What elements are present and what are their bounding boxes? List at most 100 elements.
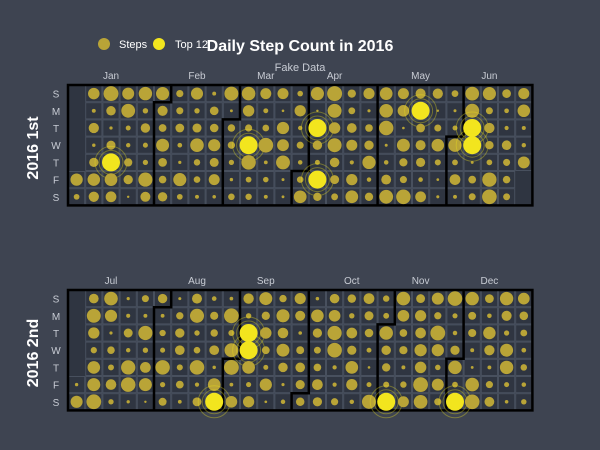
step-dot — [418, 177, 423, 182]
step-dot — [346, 139, 358, 151]
step-dot — [465, 103, 480, 118]
step-dot — [245, 176, 252, 183]
legend-top-label: Top 12 — [175, 39, 208, 51]
step-dot — [397, 105, 410, 117]
month-boundary — [152, 290, 173, 411]
step-dot — [209, 123, 219, 133]
step-dot — [228, 329, 235, 337]
day-label: S — [53, 398, 60, 409]
step-dot — [223, 359, 239, 375]
step-dot — [399, 329, 408, 337]
step-dot — [382, 295, 390, 302]
step-dot — [193, 176, 201, 183]
step-dot — [296, 176, 304, 183]
step-dot — [277, 139, 289, 152]
step-dot — [192, 123, 202, 133]
day-label: W — [51, 141, 61, 152]
step-dot — [242, 105, 255, 117]
step-dot — [138, 325, 153, 341]
step-dot — [123, 328, 133, 338]
top-day-dot — [308, 170, 327, 189]
step-dot — [382, 363, 391, 372]
step-dot — [109, 126, 113, 130]
step-dot — [277, 88, 289, 100]
step-dot — [246, 382, 252, 388]
step-dot — [175, 123, 185, 133]
step-dot — [447, 291, 463, 306]
step-dot — [396, 291, 411, 306]
chart-subtitle: Fake Data — [275, 62, 327, 74]
step-dot — [177, 399, 182, 404]
step-dot — [503, 330, 510, 336]
step-dot — [126, 348, 131, 353]
month-label: Jun — [481, 71, 497, 82]
step-dot — [504, 400, 509, 404]
step-dot — [397, 396, 409, 408]
day-label: S — [53, 295, 60, 306]
step-dot — [366, 177, 372, 182]
step-dot — [448, 138, 462, 152]
step-dot — [296, 141, 304, 149]
month-label: Sep — [257, 276, 275, 287]
step-dot — [431, 292, 444, 305]
step-dot — [413, 394, 428, 409]
month-label: Mar — [257, 71, 275, 82]
step-dot — [453, 194, 457, 199]
legend-top-marker — [153, 38, 165, 50]
step-dot — [485, 107, 493, 115]
step-dot — [465, 86, 480, 101]
step-dot — [434, 124, 442, 132]
top-day-dot — [239, 341, 258, 360]
step-dot — [378, 120, 394, 136]
month-label: Jan — [103, 71, 119, 82]
step-dot — [106, 140, 116, 150]
step-dot — [312, 397, 323, 407]
step-dot — [228, 159, 235, 166]
step-dot — [177, 142, 183, 148]
step-dot — [295, 397, 305, 407]
step-dot — [159, 381, 166, 388]
step-dot — [106, 106, 116, 116]
step-dot — [415, 327, 426, 339]
step-dot — [125, 125, 131, 131]
step-dot — [281, 178, 285, 182]
step-dot — [414, 361, 427, 374]
legend: Steps Top 12 — [98, 38, 208, 51]
step-dot — [138, 172, 153, 187]
step-dot — [174, 345, 185, 356]
step-dot — [103, 86, 119, 102]
step-dot — [500, 343, 514, 357]
step-dot — [121, 103, 136, 118]
step-dot — [415, 191, 426, 203]
step-dot — [192, 397, 202, 407]
month-label: Dec — [481, 276, 499, 287]
step-dot — [436, 195, 440, 199]
step-dot — [328, 122, 341, 134]
day-label: T — [53, 158, 59, 169]
step-dot — [120, 377, 136, 392]
step-dot — [276, 121, 290, 135]
step-dot — [157, 105, 168, 116]
step-dot — [452, 313, 458, 319]
step-dot — [396, 189, 411, 205]
step-dot — [158, 175, 167, 184]
step-dot — [327, 103, 342, 118]
step-dot — [158, 397, 167, 406]
step-dot — [400, 381, 407, 388]
day-label: S — [53, 90, 60, 101]
step-dot — [88, 293, 99, 304]
step-dot — [520, 364, 528, 371]
step-dot — [297, 160, 303, 165]
step-dot — [327, 86, 343, 102]
step-dot — [431, 378, 444, 391]
step-dot — [281, 109, 285, 113]
step-dot — [262, 124, 270, 132]
step-dot — [263, 108, 269, 114]
step-dot — [293, 190, 307, 204]
step-dot — [245, 313, 252, 319]
step-dot — [281, 383, 285, 387]
month-boundary — [221, 85, 242, 206]
step-dot — [173, 173, 187, 187]
step-dot — [381, 174, 392, 185]
step-dot — [294, 105, 306, 117]
